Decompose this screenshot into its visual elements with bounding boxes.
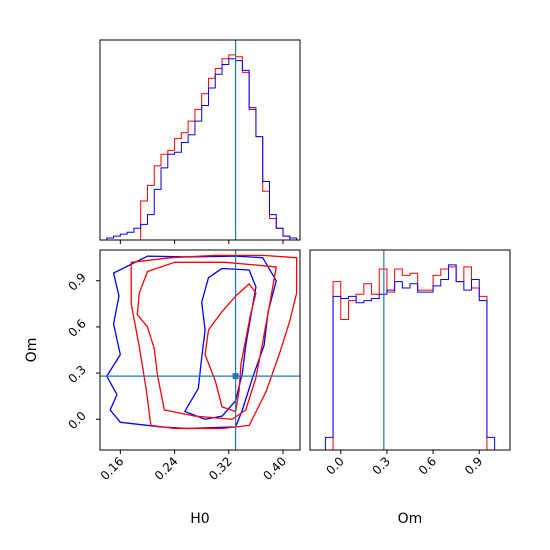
om-hist-series_b bbox=[324, 264, 496, 450]
om-hist-xtick-label: 0.0 bbox=[323, 454, 346, 477]
contour-series_b-1 bbox=[184, 267, 257, 420]
h0-xtick-label: 0.16 bbox=[98, 454, 127, 483]
contour-frame bbox=[99, 249, 301, 451]
om-ytick-label: 0.9 bbox=[65, 270, 88, 293]
h0-hist-frame bbox=[99, 39, 301, 241]
om-hist-series_a bbox=[325, 266, 495, 451]
om-ytick-label: 0.0 bbox=[65, 409, 88, 432]
om-ytick-label: 0.3 bbox=[65, 363, 88, 386]
x-axis-label-om: Om bbox=[398, 511, 423, 527]
contour-series_a-0 bbox=[130, 254, 298, 430]
contour-series_a-2 bbox=[204, 283, 257, 413]
x-axis-label-h0: H0 bbox=[190, 511, 209, 527]
contour-series_b-0 bbox=[106, 255, 277, 430]
h0-xtick-label: 0.40 bbox=[260, 454, 289, 483]
h0-histogram-panel bbox=[99, 39, 301, 244]
y-axis-label-om: Om bbox=[24, 338, 40, 363]
om-ytick-label: 0.6 bbox=[65, 316, 88, 339]
h0-om-contour-panel: 0.16 0.24 0.32 0.40 0.0 0.3 0.6 0.9 bbox=[65, 249, 301, 483]
contour-group bbox=[106, 254, 298, 430]
h0-xtick-label: 0.24 bbox=[152, 454, 181, 483]
contour-series_a-1 bbox=[136, 261, 277, 420]
om-hist-frame bbox=[309, 249, 511, 451]
h0-xtick-label: 0.32 bbox=[206, 454, 235, 483]
om-hist-xtick-label: 0.6 bbox=[416, 454, 439, 477]
om-hist-xtick-label: 0.3 bbox=[370, 454, 393, 477]
truth-marker bbox=[232, 373, 239, 380]
h0-hist-series_a bbox=[100, 54, 297, 241]
om-hist-xtick-label: 0.9 bbox=[462, 454, 485, 477]
om-histogram-panel: 0.0 0.3 0.6 0.9 bbox=[309, 249, 511, 478]
h0-hist-series_b bbox=[100, 58, 298, 241]
